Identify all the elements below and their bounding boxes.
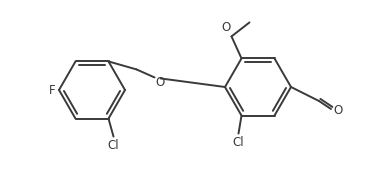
Text: O: O (333, 103, 342, 117)
Text: O: O (156, 76, 165, 89)
Text: O: O (221, 21, 231, 34)
Text: Cl: Cl (108, 139, 119, 152)
Text: Cl: Cl (233, 136, 244, 149)
Text: F: F (48, 83, 55, 97)
